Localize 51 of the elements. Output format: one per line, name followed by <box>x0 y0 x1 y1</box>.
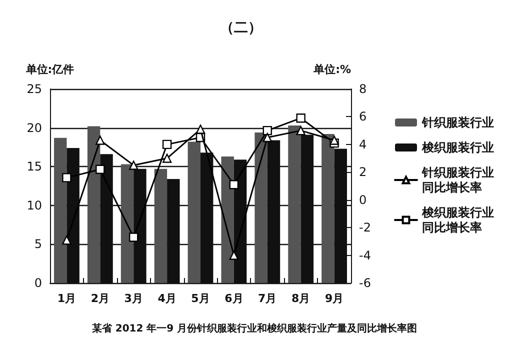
y2-tick-label: 2 <box>359 165 367 180</box>
x-tick-label: 1月 <box>57 292 76 305</box>
x-tick-label: 5月 <box>191 292 210 305</box>
x-tick-label: 3月 <box>124 292 143 305</box>
legend-label: 针织服装行业 <box>421 116 494 130</box>
y2-axis-title: 单位:% <box>312 63 351 76</box>
y2-tick-label: 4 <box>359 137 367 152</box>
bar <box>188 142 200 283</box>
y-tick-label: 0 <box>34 276 42 290</box>
y-tick-label: 15 <box>26 160 42 174</box>
y2-tick-label: -6 <box>359 276 371 290</box>
x-tick-label: 8月 <box>292 292 310 305</box>
bar <box>54 138 67 283</box>
text: 某省 2012 年一9 月份针织服装行业和梭织服装行业产量及同比增长率图 <box>90 322 418 334</box>
point <box>162 140 172 150</box>
legend-label: 梭织服装行业同比增长率 <box>421 206 494 234</box>
bar <box>87 126 100 283</box>
point <box>96 136 105 145</box>
y-tick-label: 25 <box>26 82 42 96</box>
y2-tick-label: 6 <box>359 110 367 124</box>
point <box>129 232 138 242</box>
bar <box>288 125 301 283</box>
y2-tick-label: -4 <box>359 248 371 262</box>
bar <box>221 156 234 283</box>
x-tick-label: 2月 <box>90 292 110 305</box>
bar <box>154 168 168 283</box>
x-tick-label: 4月 <box>158 292 176 305</box>
y-tick-label: 20 <box>26 120 42 135</box>
point <box>262 126 272 136</box>
x-tick-label: 7月 <box>258 292 277 305</box>
bar <box>322 134 334 283</box>
bar <box>254 132 268 283</box>
chart-title: （二） <box>220 20 262 36</box>
y2-tick-label: -2 <box>359 220 371 235</box>
point <box>96 164 105 174</box>
y2-tick-label: 8 <box>359 82 367 96</box>
legend-label: 针织服装行业同比增长率 <box>421 166 494 194</box>
point <box>296 114 306 123</box>
point <box>129 160 138 170</box>
y-tick-label: 5 <box>34 237 42 252</box>
y-axis-title: 单位:亿件 <box>24 63 74 76</box>
x-tick-label: 6月 <box>224 292 244 305</box>
y-tick-label: 10 <box>26 198 42 212</box>
y2-tick-label: 0 <box>359 192 367 207</box>
bar <box>120 164 134 283</box>
point <box>62 235 72 245</box>
point <box>62 173 72 182</box>
point <box>330 136 339 145</box>
x-tick-label: 9月 <box>324 292 344 305</box>
legend-label: 梭织服装行业 <box>421 140 494 154</box>
point <box>229 180 239 190</box>
